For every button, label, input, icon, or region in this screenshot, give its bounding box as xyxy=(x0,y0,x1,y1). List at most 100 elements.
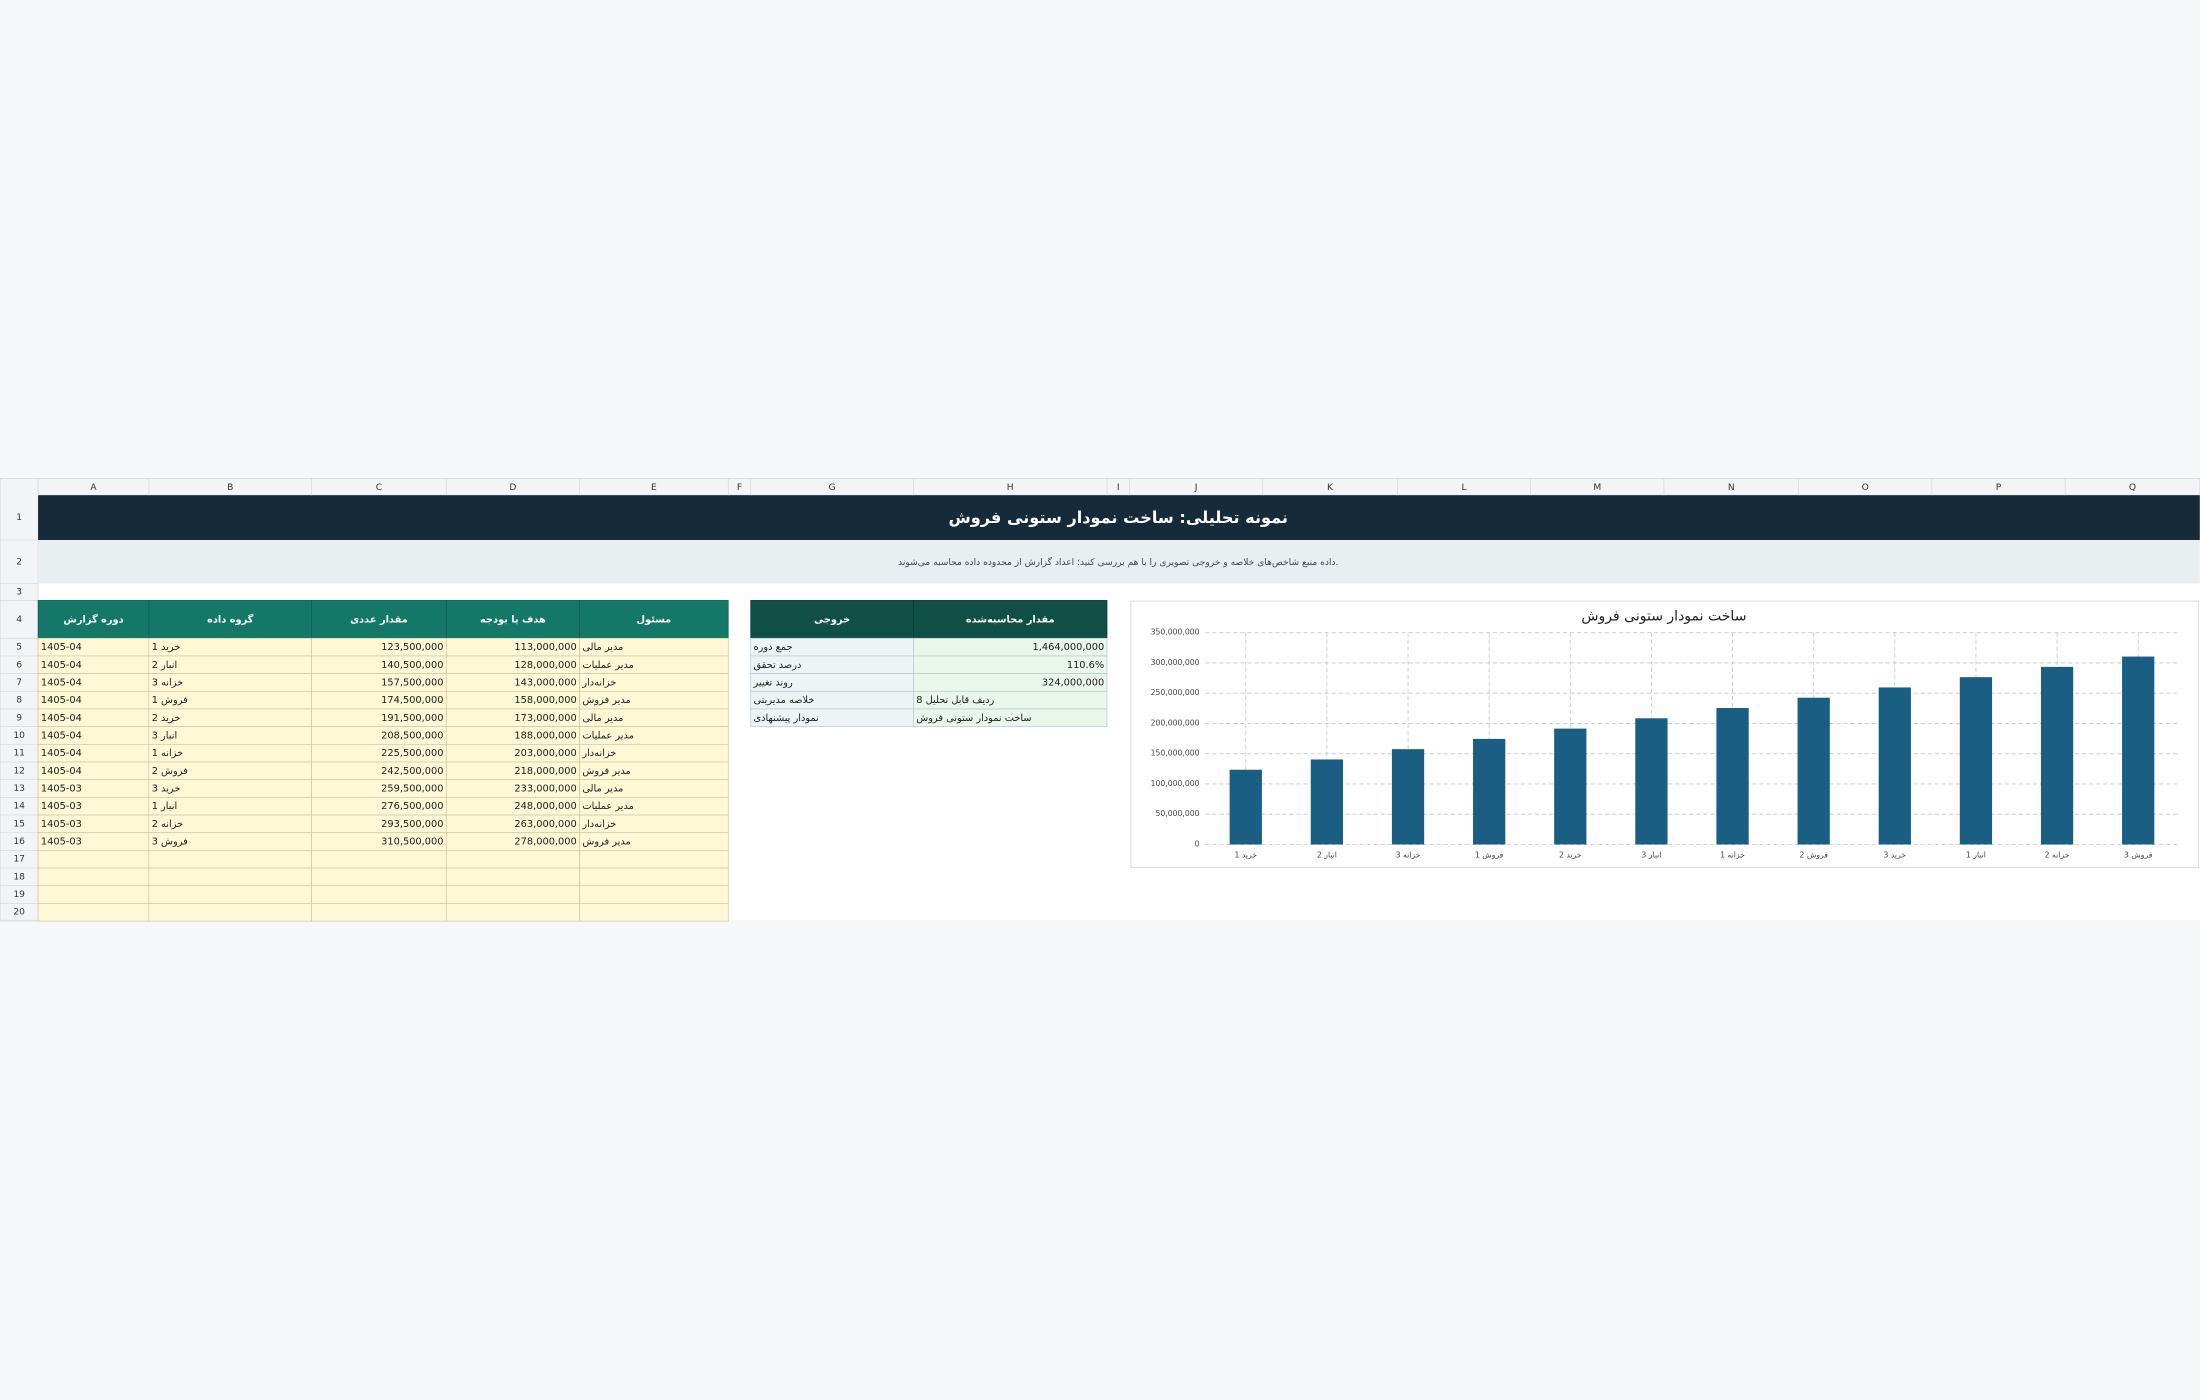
sheet-subtitle: داده منبع شاخص‌های خلاصه و خروجی تصویری … xyxy=(898,556,1338,568)
x-tick-label: خرید 1 xyxy=(1234,851,1257,860)
x-tick-label: فروش 3 xyxy=(2124,851,2153,860)
bar xyxy=(1635,718,1668,845)
table-cell xyxy=(445,867,580,887)
cell-text: روند تغییر xyxy=(753,677,793,688)
title-band xyxy=(38,495,2200,541)
cell-text: ساخت نمودار ستونی فروش xyxy=(916,713,1031,724)
cell-text: 1405-04 xyxy=(41,730,82,741)
y-tick-label: 50,000,000 xyxy=(1155,809,1199,818)
bar xyxy=(1716,708,1749,845)
cell-text: 1405-04 xyxy=(41,642,82,653)
table-cell xyxy=(37,903,150,922)
x-tick-label: خزانه 3 xyxy=(1396,851,1421,860)
table-cell xyxy=(148,885,312,904)
cell-text: 8 ردیف قابل تحلیل xyxy=(916,695,994,706)
row-number: 11 xyxy=(13,749,25,759)
row-number: 15 xyxy=(13,819,25,829)
summary-header-cell xyxy=(913,600,1108,639)
header-cell xyxy=(148,600,312,639)
column-letter: L xyxy=(1461,483,1467,493)
cell-text: 1405-03 xyxy=(41,801,82,812)
column-letter: K xyxy=(1327,483,1334,493)
cell-text: خرید 2 xyxy=(152,713,181,724)
cell-text: 242,500,000 xyxy=(381,766,443,777)
subtitle-band xyxy=(38,540,2200,584)
column-letter: A xyxy=(90,483,97,493)
row-number: 1 xyxy=(16,513,22,523)
column-letter: H xyxy=(1007,483,1014,493)
cell-text: 1405-04 xyxy=(41,713,82,724)
cell-text: 191,500,000 xyxy=(381,713,443,724)
cell-text: مسئول xyxy=(637,614,672,625)
table-cell xyxy=(445,885,580,904)
bar xyxy=(1878,687,1911,845)
cell-text: گروه داده xyxy=(207,613,254,625)
cell-text: نمودار پیشنهادی xyxy=(754,713,819,724)
column-letter: F xyxy=(737,483,742,493)
cell-text: مدیر مالی xyxy=(582,713,623,724)
row-number: 12 xyxy=(13,766,25,776)
summary-cell xyxy=(913,708,1108,728)
y-tick-label: 150,000,000 xyxy=(1151,749,1200,758)
table-cell xyxy=(37,885,150,904)
y-tick-label: 250,000,000 xyxy=(1151,688,1200,697)
column-letter: G xyxy=(829,483,836,493)
table-cell xyxy=(148,867,312,887)
bar xyxy=(1310,759,1344,845)
header-cell xyxy=(37,600,150,639)
bar xyxy=(1797,697,1830,845)
cell-text: 293,500,000 xyxy=(381,819,443,830)
table-cell xyxy=(579,903,729,922)
cell-text: 203,000,000 xyxy=(514,748,576,759)
x-tick-label: فروش 2 xyxy=(1799,851,1828,860)
column-letter: I xyxy=(1117,483,1120,493)
row-number: 8 xyxy=(16,696,22,706)
cell-text: 276,500,000 xyxy=(381,801,443,812)
cell-text: 113,000,000 xyxy=(514,642,576,653)
cell-text: 233,000,000 xyxy=(514,784,576,795)
column-letter: M xyxy=(1593,483,1601,493)
cell-text: 143,000,000 xyxy=(514,677,576,688)
cell-text: مدیر فروش xyxy=(582,837,630,848)
cell-text: مدیر فروش xyxy=(582,766,630,777)
header-cell xyxy=(579,600,729,639)
cell-text: انبار 1 xyxy=(152,801,177,812)
cell-text: 1405-04 xyxy=(41,748,82,759)
cell-text: 1405-04 xyxy=(41,660,82,671)
cell-text: خرید 3 xyxy=(152,784,181,795)
cell-text: 225,500,000 xyxy=(381,748,443,759)
cell-text: 263,000,000 xyxy=(514,819,576,830)
y-tick-label: 100,000,000 xyxy=(1151,779,1200,788)
row-number: 6 xyxy=(16,660,22,670)
x-tick-label: انبار 1 xyxy=(1966,851,1986,860)
y-tick-label: 350,000,000 xyxy=(1151,628,1200,637)
table-cell xyxy=(579,850,729,869)
x-tick-label: انبار 3 xyxy=(1641,851,1661,860)
table-cell xyxy=(579,867,729,887)
cell-text: دوره گزارش xyxy=(63,613,123,625)
row-number: 17 xyxy=(13,855,25,865)
row-number: 7 xyxy=(16,678,22,688)
table-cell xyxy=(445,903,580,922)
header-cell xyxy=(311,600,447,639)
cell-text: 158,000,000 xyxy=(514,695,576,706)
row-number: 13 xyxy=(13,784,25,794)
x-tick-label: فروش 1 xyxy=(1475,851,1504,860)
x-tick-label: خزانه 1 xyxy=(1720,851,1745,860)
column-header-bar xyxy=(0,478,2200,496)
bar xyxy=(1959,677,1993,845)
table-cell xyxy=(148,850,312,869)
cell-text: 188,000,000 xyxy=(514,730,576,741)
column-letter: E xyxy=(651,483,657,493)
cell-text: مدیر مالی xyxy=(582,784,623,795)
summary-header-cell xyxy=(750,600,914,639)
column-letter: P xyxy=(1996,483,2002,493)
cell-text: 123,500,000 xyxy=(381,642,443,653)
row-number: 18 xyxy=(13,872,25,882)
table-cell xyxy=(311,885,447,904)
cell-text: فروش 1 xyxy=(152,695,188,706)
cell-text: 1405-04 xyxy=(41,766,82,777)
cell-text: انبار 2 xyxy=(152,660,177,671)
cell-text: خزانه‌دار xyxy=(581,819,616,830)
